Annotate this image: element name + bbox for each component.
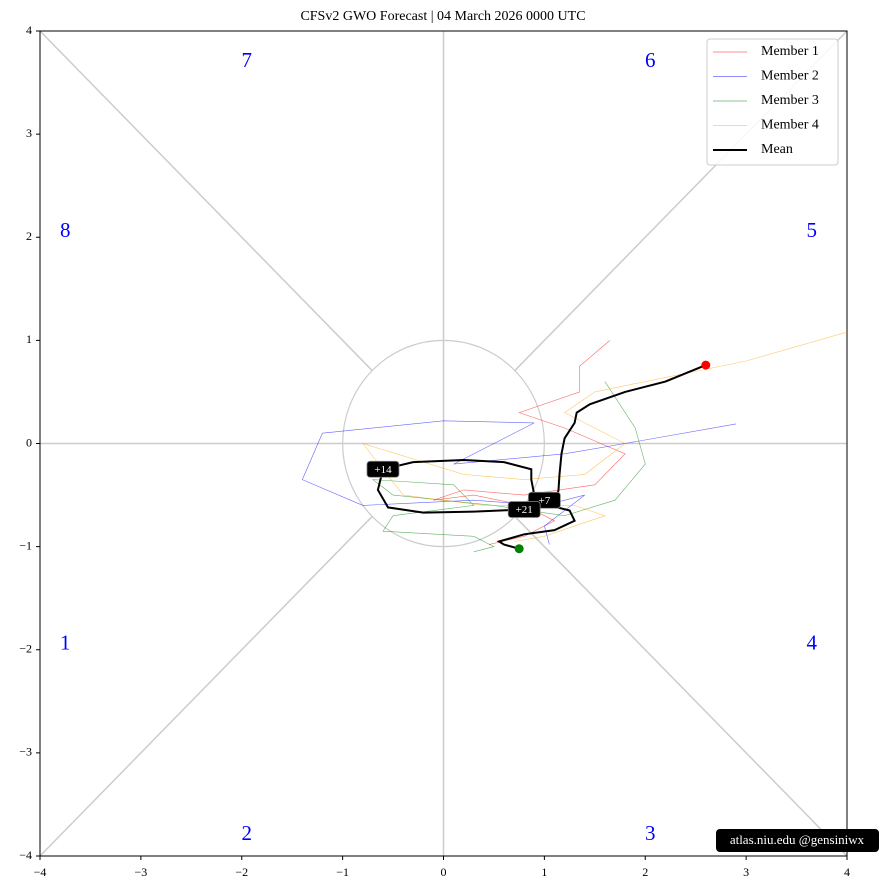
y-tick-label: −4 bbox=[19, 848, 32, 862]
chart-title: CFSv2 GWO Forecast | 04 March 2026 0000 … bbox=[300, 9, 585, 24]
end-point bbox=[514, 544, 524, 554]
legend-label: Mean bbox=[761, 142, 793, 157]
x-tick-label: −2 bbox=[235, 865, 248, 879]
phase-label: 5 bbox=[806, 218, 817, 242]
phase-label: 2 bbox=[242, 821, 253, 845]
y-tick-label: 3 bbox=[26, 126, 32, 140]
legend-label: Member 2 bbox=[761, 69, 819, 84]
annotation: +7 bbox=[539, 495, 551, 507]
legend-box bbox=[706, 38, 839, 166]
y-tick-label: 2 bbox=[26, 229, 32, 243]
diagonal-line bbox=[39, 515, 373, 857]
x-tick-label: −4 bbox=[34, 865, 47, 879]
legend-label: Member 4 bbox=[761, 118, 819, 133]
watermark-box bbox=[716, 829, 879, 852]
series-line bbox=[361, 331, 848, 542]
x-tick-label: −1 bbox=[336, 865, 349, 879]
y-tick-label: −3 bbox=[19, 745, 32, 759]
y-tick-label: 4 bbox=[26, 23, 32, 37]
y-tick-label: −1 bbox=[19, 538, 32, 552]
unit-circle bbox=[342, 339, 545, 548]
diagonal-line bbox=[39, 30, 373, 372]
annotation-box bbox=[507, 501, 541, 518]
start-point bbox=[701, 360, 711, 370]
annotation: +14 bbox=[374, 464, 392, 476]
annotation-box bbox=[366, 460, 400, 478]
phase-label: 4 bbox=[806, 630, 817, 654]
x-tick-label: 0 bbox=[441, 865, 447, 879]
x-tick-label: −3 bbox=[134, 865, 147, 879]
x-tick-label: 3 bbox=[743, 865, 749, 879]
y-tick-label: 1 bbox=[26, 332, 32, 346]
watermark: atlas.niu.edu @gensiniwx bbox=[730, 832, 865, 847]
phase-label: 1 bbox=[60, 630, 71, 654]
phase-label: 8 bbox=[60, 218, 71, 242]
series-line bbox=[433, 340, 626, 545]
annotation: +21 bbox=[516, 504, 533, 516]
x-tick-label: 1 bbox=[541, 865, 547, 879]
phase-label: 7 bbox=[242, 48, 253, 72]
series-line bbox=[301, 420, 737, 545]
legend-label: Member 3 bbox=[761, 93, 819, 108]
series-line bbox=[376, 364, 707, 550]
series-line bbox=[371, 381, 646, 553]
phase-label: 6 bbox=[645, 48, 656, 72]
x-tick-label: 4 bbox=[844, 865, 850, 879]
y-tick-label: 0 bbox=[26, 435, 32, 449]
x-tick-label: 2 bbox=[642, 865, 648, 879]
legend-label: Member 1 bbox=[761, 44, 819, 59]
y-tick-label: −2 bbox=[19, 642, 32, 656]
diagonal-line bbox=[514, 515, 848, 857]
phase-label: 3 bbox=[645, 821, 656, 845]
